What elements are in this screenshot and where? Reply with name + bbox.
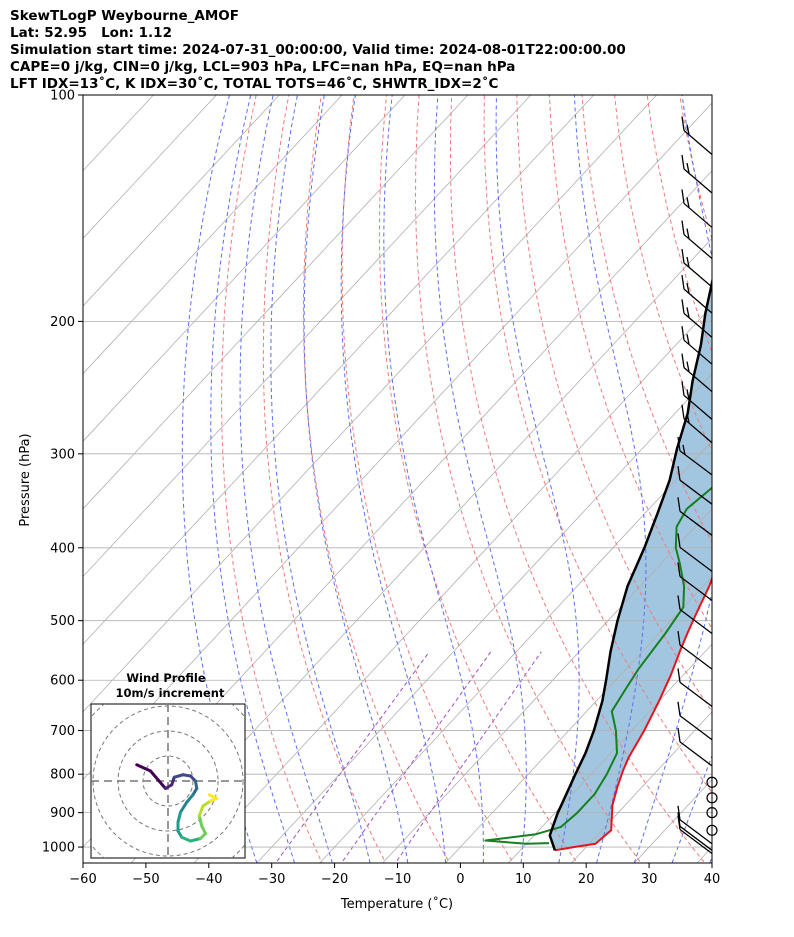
dewpoint-line [484, 486, 712, 845]
chart-title: SkewTLogP Weybourne_AMOF [10, 8, 239, 24]
x-axis-ticks: −60 −50 −40 −30 −20 −10 0 10 20 30 40 [69, 863, 720, 887]
y-tick-label: 200 [50, 315, 75, 330]
wind-barb [677, 466, 713, 505]
y-tick-label: 800 [50, 768, 75, 783]
wind-barb [677, 595, 713, 635]
x-tick-label: 40 [704, 872, 721, 887]
y-axis-ticks: 1000 900 800 700 600 500 400 300 200 100 [42, 89, 83, 856]
hodograph-segment [189, 837, 202, 843]
inset-subtitle: 10m/s increment [116, 686, 225, 700]
wind-barb [681, 248, 713, 288]
wind-barb [677, 805, 713, 845]
wind-barb [681, 116, 713, 156]
y-tick-label: 400 [50, 541, 75, 556]
hodograph-segment [156, 778, 167, 790]
y-tick-label: 500 [50, 614, 75, 629]
x-axis-label: Temperature (˚C) [340, 896, 453, 912]
x-tick-label: −10 [384, 872, 411, 887]
x-tick-label: −40 [195, 872, 222, 887]
y-axis-label: Pressure (hPa) [18, 433, 33, 526]
wind-barb [677, 497, 713, 536]
indices-line-1: CAPE=0 j/kg, CIN=0 j/kg, LCL=903 hPa, LF… [10, 59, 516, 75]
wind-barb [681, 220, 713, 260]
hodograph-trace [135, 763, 219, 843]
hodograph-grid [91, 704, 245, 858]
hodograph-segment [172, 773, 185, 779]
x-tick-label: 0 [456, 872, 464, 887]
x-tick-label: −20 [321, 872, 348, 887]
x-tick-label: 30 [641, 872, 658, 887]
x-tick-label: −50 [132, 872, 159, 887]
wind-barb [681, 189, 713, 228]
y-tick-label: 100 [50, 89, 75, 104]
wind-barb [677, 701, 713, 741]
wind-barb [677, 562, 713, 601]
wind-barb [677, 436, 713, 476]
chart-header: SkewTLogP Weybourne_AMOF Lat: 52.95 Lon:… [10, 8, 626, 93]
wind-barb [677, 533, 713, 572]
times-line: Simulation start time: 2024-07-31_00:00:… [10, 42, 626, 58]
wind-barb [677, 668, 713, 707]
indices-line-2: LFT IDX=13˚C, K IDX=30˚C, TOTAL TOTS=46˚… [10, 76, 499, 92]
wind-barb [681, 275, 713, 314]
hodograph-segment [180, 835, 192, 843]
x-tick-label: 10 [515, 872, 532, 887]
x-tick-label: 20 [578, 872, 595, 887]
y-tick-label: 1000 [42, 841, 75, 856]
y-tick-label: 600 [50, 674, 75, 689]
parcel-path-line [548, 276, 712, 851]
temperature-line [554, 575, 712, 852]
inset-frame [90, 703, 246, 859]
wind-barb [677, 631, 713, 670]
wind-barb [677, 727, 713, 767]
inset-title: Wind Profile [126, 671, 206, 685]
y-tick-label: 900 [50, 806, 75, 821]
hodograph-segment [197, 814, 204, 828]
wind-barbs [677, 116, 718, 855]
hodograph-segment [201, 799, 212, 808]
location-line: Lat: 52.95 Lon: 1.12 [10, 25, 172, 41]
wind-barb [681, 299, 713, 338]
wind-barb [681, 381, 713, 420]
hodograph-segment [149, 769, 160, 782]
dry-adiabat-lines [221, 95, 712, 863]
moist-adiabat-lines [181, 95, 712, 863]
hodograph-segment [207, 793, 219, 800]
hodograph-segment [185, 793, 195, 804]
x-tick-label: −60 [69, 872, 96, 887]
wind-profile-inset: Wind Profile 10m/s increment [90, 671, 246, 859]
mixing-ratio-lines [275, 651, 542, 863]
sounding-profiles [484, 276, 712, 852]
wind-barb [681, 353, 713, 393]
wind-barb [681, 404, 713, 444]
wind-barb [677, 815, 713, 855]
y-tick-label: 700 [50, 724, 75, 739]
wind-barb [681, 326, 713, 365]
y-tick-label: 300 [50, 447, 75, 462]
hodograph-segment [197, 804, 205, 818]
hodograph-segment [179, 800, 189, 814]
hodograph-segment [176, 810, 182, 824]
x-tick-label: −30 [258, 872, 285, 887]
wind-barb [681, 154, 713, 194]
hodograph-segment [135, 763, 152, 773]
